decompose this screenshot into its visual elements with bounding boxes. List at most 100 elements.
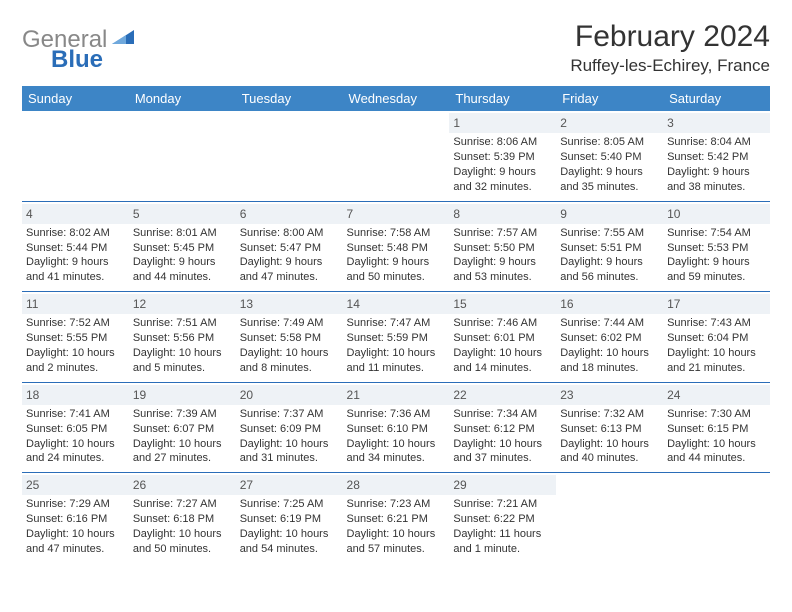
day-daylight: Daylight: 10 hours and 2 minutes.: [26, 346, 125, 376]
day-number: 1: [449, 113, 556, 133]
day-number: 11: [22, 294, 129, 314]
day-sunset: Sunset: 5:51 PM: [560, 241, 659, 256]
day-daylight: Daylight: 10 hours and 47 minutes.: [26, 527, 125, 557]
day-number: 9: [556, 204, 663, 224]
triangle-icon: [112, 26, 134, 49]
day-number: 27: [236, 475, 343, 495]
day-number: 25: [22, 475, 129, 495]
day-daylight: Daylight: 10 hours and 34 minutes.: [347, 437, 446, 467]
weekday-header: Sunday: [22, 86, 129, 111]
day-daylight: Daylight: 9 hours and 38 minutes.: [667, 165, 766, 195]
day-sunrise: Sunrise: 7:34 AM: [453, 407, 552, 422]
day-sunset: Sunset: 6:02 PM: [560, 331, 659, 346]
day-daylight: Daylight: 9 hours and 56 minutes.: [560, 255, 659, 285]
day-sunset: Sunset: 5:44 PM: [26, 241, 125, 256]
calendar-week-row: 25Sunrise: 7:29 AMSunset: 6:16 PMDayligh…: [22, 473, 770, 563]
calendar-day-cell: 14Sunrise: 7:47 AMSunset: 5:59 PMDayligh…: [343, 292, 450, 383]
weekday-header: Saturday: [663, 86, 770, 111]
day-sunrise: Sunrise: 7:29 AM: [26, 497, 125, 512]
calendar-day-cell: [22, 111, 129, 201]
day-sunrise: Sunrise: 7:41 AM: [26, 407, 125, 422]
day-daylight: Daylight: 10 hours and 40 minutes.: [560, 437, 659, 467]
day-sunset: Sunset: 5:42 PM: [667, 150, 766, 165]
day-sunset: Sunset: 5:39 PM: [453, 150, 552, 165]
calendar-day-cell: [556, 473, 663, 563]
day-daylight: Daylight: 9 hours and 32 minutes.: [453, 165, 552, 195]
location-label: Ruffey-les-Echirey, France: [570, 56, 770, 76]
weekday-header: Tuesday: [236, 86, 343, 111]
calendar-day-cell: 16Sunrise: 7:44 AMSunset: 6:02 PMDayligh…: [556, 292, 663, 383]
day-sunset: Sunset: 6:21 PM: [347, 512, 446, 527]
day-sunrise: Sunrise: 7:55 AM: [560, 226, 659, 241]
day-sunrise: Sunrise: 7:44 AM: [560, 316, 659, 331]
day-sunrise: Sunrise: 7:49 AM: [240, 316, 339, 331]
title-block: February 2024 Ruffey-les-Echirey, France: [570, 20, 770, 76]
day-number: 6: [236, 204, 343, 224]
calendar-week-row: 11Sunrise: 7:52 AMSunset: 5:55 PMDayligh…: [22, 292, 770, 383]
day-sunset: Sunset: 6:19 PM: [240, 512, 339, 527]
day-sunset: Sunset: 5:48 PM: [347, 241, 446, 256]
calendar-week-row: 18Sunrise: 7:41 AMSunset: 6:05 PMDayligh…: [22, 382, 770, 473]
calendar-day-cell: 17Sunrise: 7:43 AMSunset: 6:04 PMDayligh…: [663, 292, 770, 383]
day-number: 8: [449, 204, 556, 224]
day-sunrise: Sunrise: 8:06 AM: [453, 135, 552, 150]
day-sunrise: Sunrise: 8:02 AM: [26, 226, 125, 241]
calendar-day-cell: 15Sunrise: 7:46 AMSunset: 6:01 PMDayligh…: [449, 292, 556, 383]
day-number: 7: [343, 204, 450, 224]
day-sunrise: Sunrise: 7:54 AM: [667, 226, 766, 241]
calendar-day-cell: 26Sunrise: 7:27 AMSunset: 6:18 PMDayligh…: [129, 473, 236, 563]
calendar-day-cell: [663, 473, 770, 563]
day-sunrise: Sunrise: 7:27 AM: [133, 497, 232, 512]
day-sunrise: Sunrise: 7:46 AM: [453, 316, 552, 331]
day-sunset: Sunset: 6:22 PM: [453, 512, 552, 527]
day-number: 3: [663, 113, 770, 133]
day-number: 18: [22, 385, 129, 405]
calendar-day-cell: 6Sunrise: 8:00 AMSunset: 5:47 PMDaylight…: [236, 201, 343, 292]
calendar-day-cell: 21Sunrise: 7:36 AMSunset: 6:10 PMDayligh…: [343, 382, 450, 473]
day-daylight: Daylight: 10 hours and 24 minutes.: [26, 437, 125, 467]
day-sunset: Sunset: 5:59 PM: [347, 331, 446, 346]
day-number: 22: [449, 385, 556, 405]
brand-text-blue: Blue: [51, 46, 103, 73]
calendar-day-cell: 3Sunrise: 8:04 AMSunset: 5:42 PMDaylight…: [663, 111, 770, 201]
weekday-header: Monday: [129, 86, 236, 111]
day-number: 19: [129, 385, 236, 405]
day-daylight: Daylight: 9 hours and 35 minutes.: [560, 165, 659, 195]
calendar-day-cell: 10Sunrise: 7:54 AMSunset: 5:53 PMDayligh…: [663, 201, 770, 292]
calendar-day-cell: 9 Sunrise: 7:55 AMSunset: 5:51 PMDaylight…: [556, 201, 663, 292]
calendar-body: 1Sunrise: 8:06 AMSunset: 5:39 PMDaylight…: [22, 111, 770, 563]
day-sunrise: Sunrise: 7:43 AM: [667, 316, 766, 331]
calendar-week-row: 1Sunrise: 8:06 AMSunset: 5:39 PMDaylight…: [22, 111, 770, 201]
calendar-day-cell: 13Sunrise: 7:49 AMSunset: 5:58 PMDayligh…: [236, 292, 343, 383]
calendar-day-cell: 2Sunrise: 8:05 AMSunset: 5:40 PMDaylight…: [556, 111, 663, 201]
day-sunrise: Sunrise: 7:32 AM: [560, 407, 659, 422]
day-daylight: Daylight: 11 hours and 1 minute.: [453, 527, 552, 557]
calendar-day-cell: 20Sunrise: 7:37 AMSunset: 6:09 PMDayligh…: [236, 382, 343, 473]
day-number: 24: [663, 385, 770, 405]
calendar-day-cell: 1 Sunrise: 8:06 AMSunset: 5:39 PMDaylight…: [449, 111, 556, 201]
calendar-day-cell: 18 Sunrise: 7:41 AMSunset: 6:05 PMDayligh…: [22, 382, 129, 473]
page-header: General February 2024 Ruffey-les-Echirey…: [22, 20, 770, 76]
calendar-table: SundayMondayTuesdayWednesdayThursdayFrid…: [22, 86, 770, 563]
day-sunset: Sunset: 5:55 PM: [26, 331, 125, 346]
calendar-day-cell: 4Sunrise: 8:02 AMSunset: 5:44 PMDaylight…: [22, 201, 129, 292]
day-sunrise: Sunrise: 7:51 AM: [133, 316, 232, 331]
day-number: 17: [663, 294, 770, 314]
day-sunrise: Sunrise: 8:01 AM: [133, 226, 232, 241]
day-sunrise: Sunrise: 7:36 AM: [347, 407, 446, 422]
calendar-day-cell: [129, 111, 236, 201]
day-sunset: Sunset: 5:58 PM: [240, 331, 339, 346]
day-daylight: Daylight: 10 hours and 14 minutes.: [453, 346, 552, 376]
month-title: February 2024: [570, 20, 770, 54]
day-number: 13: [236, 294, 343, 314]
day-sunset: Sunset: 6:05 PM: [26, 422, 125, 437]
day-number: 28: [343, 475, 450, 495]
day-sunset: Sunset: 5:45 PM: [133, 241, 232, 256]
day-sunrise: Sunrise: 7:30 AM: [667, 407, 766, 422]
day-daylight: Daylight: 9 hours and 47 minutes.: [240, 255, 339, 285]
day-daylight: Daylight: 10 hours and 54 minutes.: [240, 527, 339, 557]
day-daylight: Daylight: 10 hours and 31 minutes.: [240, 437, 339, 467]
day-daylight: Daylight: 10 hours and 50 minutes.: [133, 527, 232, 557]
day-sunset: Sunset: 6:10 PM: [347, 422, 446, 437]
day-sunrise: Sunrise: 7:52 AM: [26, 316, 125, 331]
